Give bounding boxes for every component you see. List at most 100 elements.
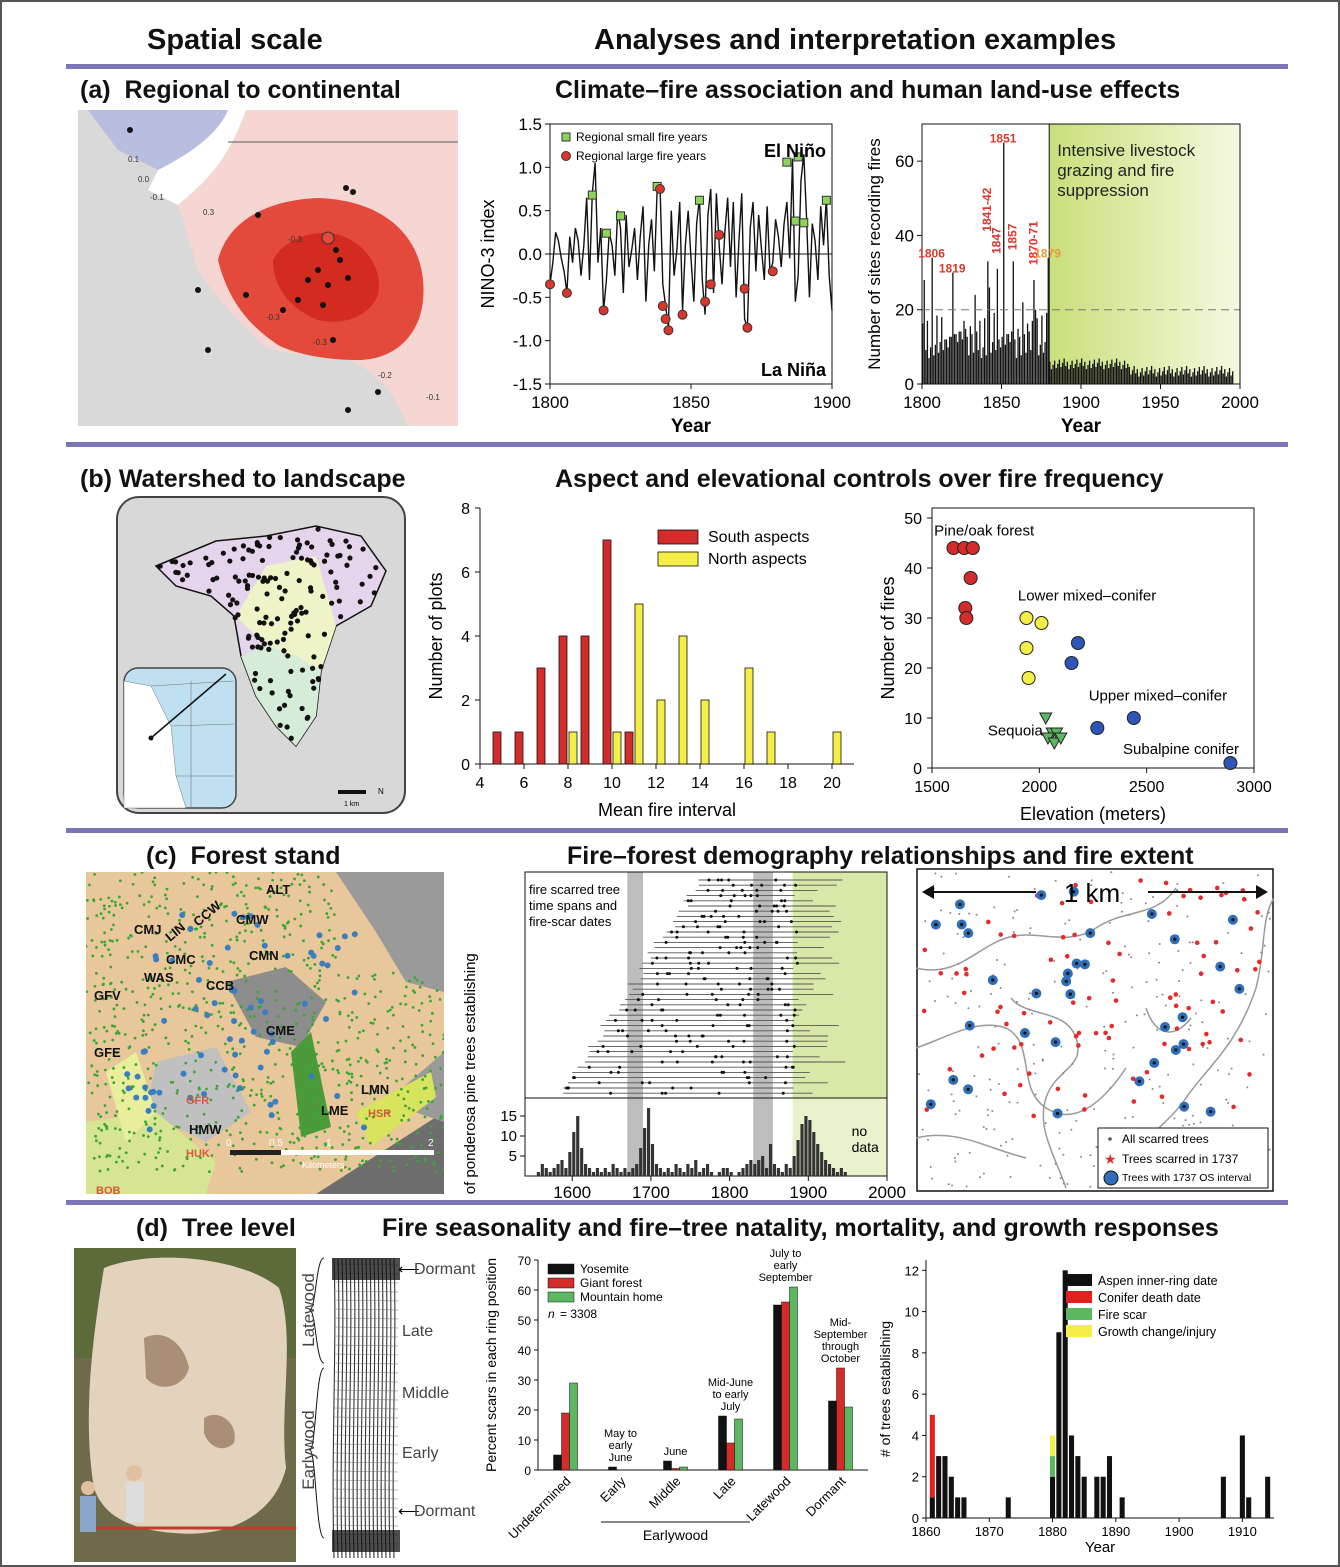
fire-count-bar xyxy=(1166,370,1169,384)
ring-cell-row xyxy=(333,1326,399,1329)
tree-dot xyxy=(271,878,275,882)
site-label: BOB xyxy=(96,1185,121,1194)
scarred-tree xyxy=(1176,904,1179,907)
tree-scarred-1737 xyxy=(961,990,967,996)
tree-dot xyxy=(153,1109,157,1113)
interval-bar-south xyxy=(624,731,634,765)
fire-count-bar xyxy=(1189,369,1191,384)
seasonality-bar xyxy=(828,1400,837,1471)
fire-scar-date xyxy=(738,982,742,986)
fire-count-bar xyxy=(972,352,975,384)
fire-count-bar xyxy=(1144,371,1146,384)
tree-dot xyxy=(423,1074,427,1078)
tree-dot xyxy=(181,1164,185,1168)
fire-scar-date xyxy=(710,992,714,996)
ring-cell-row xyxy=(333,1425,399,1428)
y-tick-label: 0 xyxy=(905,375,914,394)
establishing-bar-black xyxy=(948,1476,954,1518)
fire-count-bar xyxy=(1034,309,1037,384)
x-tick-label: 1600 xyxy=(553,1183,591,1198)
tree-scarred-1737 xyxy=(1106,1035,1112,1041)
scale-tick: 0 xyxy=(226,1138,232,1149)
fire-band xyxy=(627,872,644,1176)
scarred-tree xyxy=(1267,970,1270,973)
fire-count-bar xyxy=(976,331,978,384)
x-tick-label: 1700 xyxy=(632,1183,670,1198)
tree-dot xyxy=(93,999,97,1002)
legend-marker xyxy=(1108,1137,1112,1141)
tree-dot xyxy=(373,978,376,981)
tree-dot xyxy=(86,990,89,994)
y-tick-label: 4 xyxy=(461,629,470,646)
tree-dot xyxy=(107,896,111,900)
separator xyxy=(66,64,1288,69)
tree-dot xyxy=(183,940,187,944)
tree-dot xyxy=(442,1168,444,1171)
legend-small-marker xyxy=(561,132,571,142)
scarred-tree xyxy=(991,1109,994,1112)
tree-dot xyxy=(100,940,104,944)
fire-scar-date xyxy=(670,930,674,934)
scarred-tree xyxy=(1112,1057,1115,1060)
legend-box xyxy=(1097,1127,1269,1189)
tree-dot xyxy=(311,1018,315,1022)
tree-dot xyxy=(255,1093,258,1097)
tree-dot xyxy=(225,1129,229,1132)
tree-dot xyxy=(294,1022,298,1026)
tree-dot xyxy=(225,872,229,874)
tree-dot xyxy=(173,944,177,948)
tree-dot xyxy=(242,1085,246,1089)
fire-count-bar xyxy=(1098,358,1100,384)
scarred-tree xyxy=(1124,1116,1127,1119)
tree-dot xyxy=(287,894,291,898)
tree-dot xyxy=(144,1120,147,1124)
fire-count-bar xyxy=(1108,368,1110,384)
large-fire-year-marker xyxy=(663,325,674,336)
tree-1737-os-center xyxy=(1083,962,1087,966)
fire-scar-date xyxy=(729,899,733,903)
tree-dot xyxy=(140,872,144,874)
fire-scar-date xyxy=(747,992,751,996)
tree-dot xyxy=(411,1108,415,1112)
tree-dot xyxy=(110,899,114,903)
fire-scar-date xyxy=(616,1029,620,1033)
plot-dot xyxy=(268,575,274,581)
tree-dot xyxy=(256,990,260,994)
tree-scarred-1737 xyxy=(1173,1003,1179,1009)
scarred-tree xyxy=(1222,882,1225,885)
fire-count-bar xyxy=(960,331,962,384)
fire-count-bar xyxy=(1122,364,1124,384)
y-tick-label: 0.0 xyxy=(518,245,542,264)
tree-dot xyxy=(439,1114,443,1118)
fire-count-bar xyxy=(1174,372,1177,384)
scarred-tree xyxy=(1184,1119,1187,1122)
tree-dot xyxy=(386,1009,390,1013)
establishment-bar xyxy=(800,1124,804,1176)
fire-scar-date xyxy=(795,930,799,934)
tree-dot xyxy=(187,1041,190,1045)
scarred-tree xyxy=(940,875,943,878)
tree-1737-os-center xyxy=(1209,1110,1213,1114)
fire-scar-date xyxy=(648,1081,652,1085)
tree-scarred-1737 xyxy=(1248,926,1254,931)
fire-scar-date xyxy=(660,1060,664,1064)
scarred-tree xyxy=(1103,1025,1106,1028)
tree-dot xyxy=(401,1025,405,1028)
fire-count-bar xyxy=(1228,368,1231,384)
establishing-bar-yellow xyxy=(1050,1435,1056,1457)
plot-dot xyxy=(310,665,316,671)
fire-scar-date xyxy=(667,972,671,976)
establishment-bar xyxy=(784,1164,788,1176)
latewood-band xyxy=(332,1530,400,1552)
tree-dot xyxy=(338,1126,342,1130)
plot-dot xyxy=(288,620,294,626)
fire-count-bar xyxy=(1011,331,1013,384)
establishing-bar-black xyxy=(929,1497,935,1518)
tree-dot xyxy=(185,1157,189,1161)
tree-dot xyxy=(175,1125,178,1129)
ring-cell-row xyxy=(333,1488,399,1491)
establishment-bar xyxy=(580,1148,584,1176)
small-fire-year-marker xyxy=(790,216,800,226)
tree-dot xyxy=(94,971,98,975)
tree-dot xyxy=(339,1169,343,1172)
